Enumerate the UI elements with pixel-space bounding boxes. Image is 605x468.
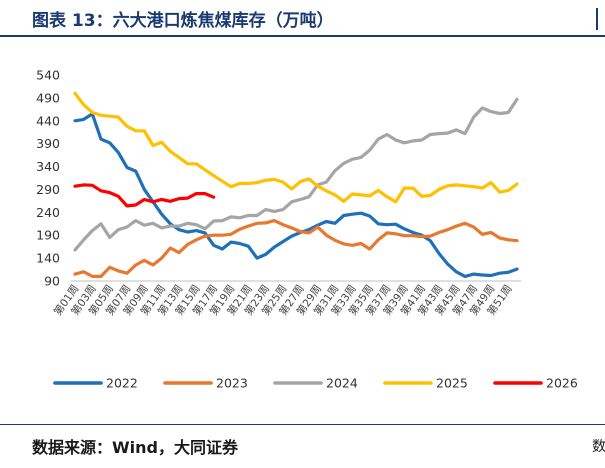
chart-title: 图表 13：六大港口炼焦煤库存（万吨） [32, 11, 334, 31]
legend-label-2023: 2023 [216, 376, 248, 391]
series-line-2023 [73, 219, 519, 278]
y-tick-label: 540 [36, 68, 60, 83]
series-line-2022 [73, 112, 519, 278]
legend-label-2024: 2024 [326, 376, 358, 391]
footer-rule [0, 424, 605, 425]
legend-label-2022: 2022 [106, 376, 138, 391]
x-axis: 第01周第03周第05周第07周第09周第11周第13周第15周第17周第19周… [51, 280, 521, 318]
edge-mark [596, 8, 598, 30]
y-tick-label: 490 [36, 90, 60, 105]
series-line-2024 [73, 97, 519, 252]
legend: 2022 2023 2024 2025 2026 [53, 376, 578, 391]
y-tick-label: 290 [36, 182, 60, 197]
series-layer [73, 91, 519, 278]
y-tick-label: 390 [36, 136, 60, 151]
y-axis: 90 140 190 240 290 340 390 440 490 540 [36, 68, 60, 289]
y-tick-label: 240 [36, 205, 60, 220]
y-tick-label: 190 [36, 228, 60, 243]
legend-label-2025: 2025 [436, 376, 468, 391]
y-tick-label: 440 [36, 113, 60, 128]
line-chart: 90 140 190 240 290 340 390 440 490 540 第01周第03周第0… [36, 68, 578, 391]
y-tick-label: 140 [36, 251, 60, 266]
series-line-2026 [73, 183, 216, 208]
edge-glyph: 数 [592, 439, 605, 455]
y-tick-label: 340 [36, 159, 60, 174]
series-line-2025 [73, 91, 519, 204]
legend-label-2026: 2026 [546, 376, 578, 391]
data-source: 数据来源：Wind，大同证券 [32, 438, 238, 457]
y-tick-label: 90 [44, 274, 60, 289]
title-rule [0, 35, 605, 37]
header: 图表 13：六大港口炼焦煤库存（万吨） [0, 0, 605, 38]
